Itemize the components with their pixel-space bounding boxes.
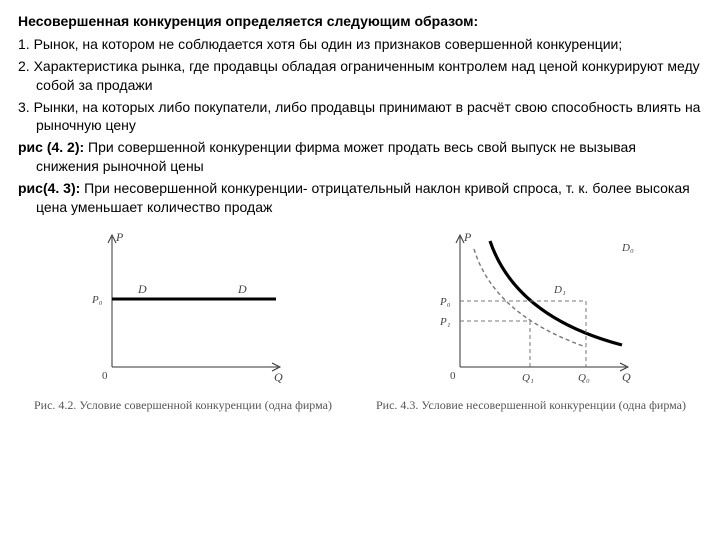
label-origin: 0 <box>450 370 456 382</box>
label-P0: P₀ <box>439 296 451 308</box>
list-item-3: 3. Рынки, на которых либо покупатели, ли… <box>18 98 702 136</box>
ref-4-2-label: рис (4. 2): <box>18 139 84 155</box>
chart-4-3: P Q 0 D₀ D₁ P₀ P₁ Q₀ Q₁ Рис. 4.3. Услови… <box>376 227 686 412</box>
list-item-1: 1. Рынок, на котором не соблюдается хотя… <box>18 35 702 54</box>
label-Q: Q <box>622 370 631 384</box>
label-D-left: D <box>137 282 147 296</box>
ref-4-2-text: При совершенной конкуренции фирма может … <box>36 139 636 174</box>
label-D-right: D <box>237 282 247 296</box>
chart-4-3-svg: P Q 0 D₀ D₁ P₀ P₁ Q₀ Q₁ <box>426 227 636 387</box>
label-Q: Q <box>274 370 283 384</box>
label-origin: 0 <box>102 370 108 382</box>
ref-4-3-label: рис(4. 3): <box>18 180 80 196</box>
chart-4-2: P Q 0 P₀ D D Рис. 4.2. Условие совершенн… <box>34 227 332 412</box>
chart-4-2-caption: Рис. 4.2. Условие совершенной конкуренци… <box>34 398 332 412</box>
ref-4-2: рис (4. 2): При совершенной конкуренции … <box>18 138 702 176</box>
label-P0: P₀ <box>91 294 103 306</box>
label-Q1: Q₁ <box>522 372 534 384</box>
label-Q0: Q₀ <box>578 372 590 384</box>
page-title: Несовершенная конкуренция определяется с… <box>18 12 702 31</box>
label-D0: D₀ <box>621 242 634 254</box>
ref-4-3-text: При несовершенной конкуренции- отрицател… <box>36 180 690 215</box>
list-item-2: 2. Характеристика рынка, где продавцы об… <box>18 57 702 95</box>
label-D1: D₁ <box>553 284 566 296</box>
label-P: P <box>463 230 472 244</box>
chart-4-2-svg: P Q 0 P₀ D D <box>78 227 288 387</box>
ref-4-3: рис(4. 3): При несовершенной конкуренции… <box>18 179 702 217</box>
chart-bg <box>426 227 636 387</box>
label-P: P <box>115 230 124 244</box>
label-P1: P₁ <box>439 316 451 328</box>
chart-bg <box>78 227 288 387</box>
chart-4-3-caption: Рис. 4.3. Условие несовершенной конкурен… <box>376 398 686 412</box>
charts-row: P Q 0 P₀ D D Рис. 4.2. Условие совершенн… <box>18 227 702 412</box>
